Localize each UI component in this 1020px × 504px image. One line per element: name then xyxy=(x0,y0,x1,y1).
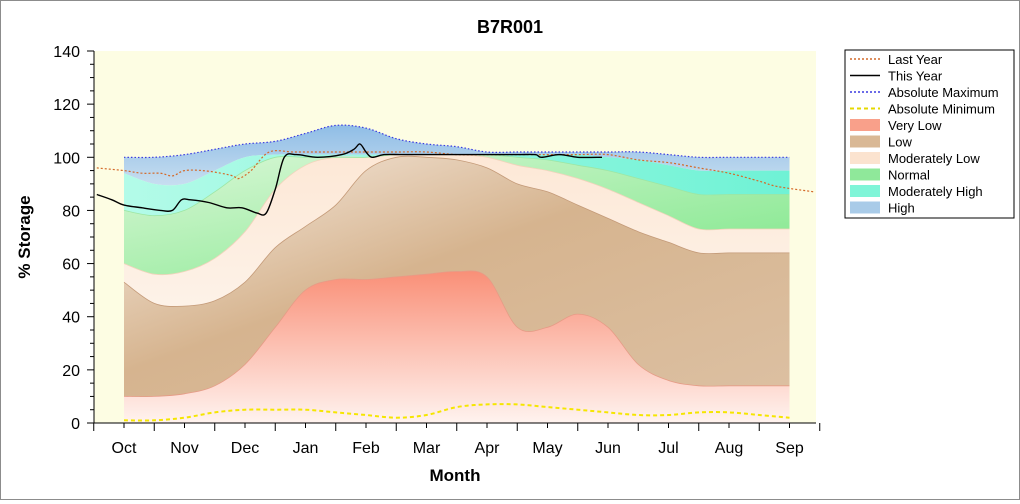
absolute-minimum-line xyxy=(123,403,790,422)
x-axis-ticks: Oct Nov Dec Jan Feb Mar Apr May Jun Jul Aug Sep xyxy=(93,423,821,457)
y-tick-label: 20 xyxy=(62,363,80,380)
legend-label: Absolute Minimum xyxy=(888,102,995,117)
legend-label: Moderately Low xyxy=(888,151,980,166)
x-tick-label: Aug xyxy=(715,440,743,457)
legend-label: Last Year xyxy=(888,52,943,67)
band-moderately-high xyxy=(124,154,790,216)
x-tick-label: Nov xyxy=(170,440,198,457)
legend-label: Absolute Maximum xyxy=(888,85,999,100)
y-tick-label: 80 xyxy=(62,203,80,220)
legend-label: Very Low xyxy=(888,118,942,133)
legend-swatch xyxy=(850,185,880,197)
band-high xyxy=(124,125,790,186)
band-boundary-line xyxy=(123,155,790,307)
x-tick-label: Dec xyxy=(231,440,259,457)
y-tick-label: 40 xyxy=(62,310,80,327)
legend-label: High xyxy=(888,201,915,216)
series-lines xyxy=(96,124,814,422)
x-tick-label: Jul xyxy=(658,440,678,457)
x-tick-label: Sep xyxy=(775,440,804,457)
band-very-low xyxy=(124,270,790,423)
y-tick-label: 60 xyxy=(62,257,80,274)
this-year-line xyxy=(96,143,603,216)
y-tick-label: 120 xyxy=(53,97,80,114)
legend-swatch xyxy=(850,152,880,164)
legend-swatch xyxy=(850,168,880,181)
x-tick-label: Jun xyxy=(595,440,621,457)
legend-swatch xyxy=(850,201,880,214)
y-tick-label: 140 xyxy=(53,44,80,61)
x-tick-label: Feb xyxy=(352,440,380,457)
x-tick-label: May xyxy=(532,440,562,457)
legend-label: Low xyxy=(888,135,912,150)
x-tick-label: Mar xyxy=(413,440,441,457)
band-moderately-low xyxy=(124,154,790,307)
y-axis-ticks: 0 20 40 60 80 100 120 140 xyxy=(53,44,94,433)
absolute-maximum-line xyxy=(123,124,790,159)
band-low xyxy=(124,156,790,397)
x-tick-label: Oct xyxy=(112,440,137,457)
legend-label: Moderately High xyxy=(888,184,983,199)
chart-title: B7R001 xyxy=(477,17,543,37)
y-axis-label: % Storage xyxy=(15,195,34,278)
legend-label: This Year xyxy=(888,69,943,84)
x-tick-label: Apr xyxy=(475,440,501,457)
y-tick-label: 100 xyxy=(53,150,80,167)
last-year-line xyxy=(96,150,814,193)
legend-swatch xyxy=(850,119,880,131)
x-tick-label: Jan xyxy=(293,440,319,457)
band-boundary-line xyxy=(123,270,790,398)
y-tick-label: 0 xyxy=(71,416,80,433)
band-normal xyxy=(124,154,790,275)
legend-label: Normal xyxy=(888,168,930,183)
x-axis-label: Month xyxy=(430,466,481,485)
legend-swatch xyxy=(850,135,880,148)
storage-bands xyxy=(123,125,790,423)
